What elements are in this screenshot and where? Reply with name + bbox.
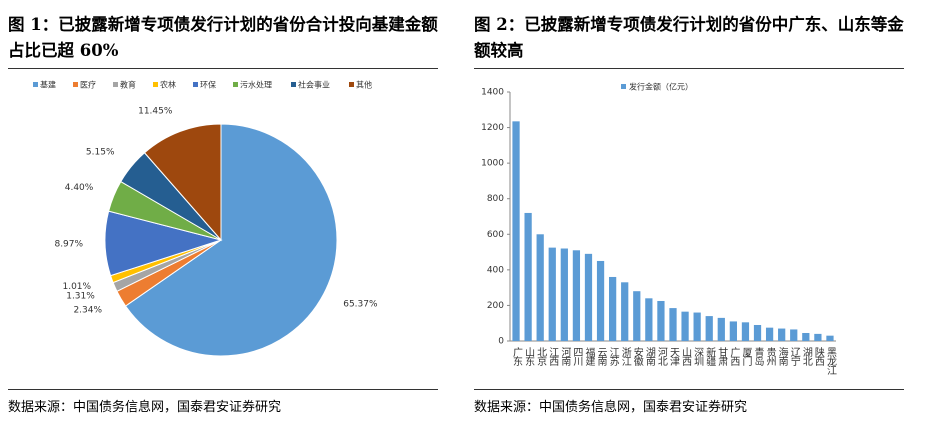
legend-swatch bbox=[73, 82, 78, 87]
bar bbox=[645, 298, 653, 341]
bar bbox=[778, 328, 786, 341]
x-tick-label: 云南 bbox=[595, 347, 607, 366]
source: 数据来源：中国债务信息网，国泰君安证券研究 bbox=[474, 389, 904, 415]
legend-label: 基建 bbox=[40, 80, 56, 90]
legend-label: 社会事业 bbox=[298, 80, 330, 90]
bar bbox=[657, 300, 665, 341]
y-tick-label: 600 bbox=[487, 230, 504, 240]
y-tick-label: 1000 bbox=[481, 159, 504, 169]
bar bbox=[524, 212, 532, 341]
bar bbox=[572, 250, 581, 341]
x-tick-label: 广西 bbox=[728, 347, 740, 366]
bar bbox=[705, 316, 713, 341]
source: 数据来源：中国债务信息网，国泰君安证券研究 bbox=[8, 389, 438, 415]
x-tick-label: 湖南 bbox=[643, 347, 655, 366]
legend-swatch bbox=[33, 82, 38, 87]
y-tick-label: 400 bbox=[487, 265, 504, 275]
data-label: 5.15% bbox=[86, 148, 115, 158]
pie-slice bbox=[143, 123, 222, 242]
x-tick-label: 陕西 bbox=[812, 346, 824, 366]
bar bbox=[548, 247, 556, 341]
bar bbox=[560, 248, 568, 341]
x-tick-label: 贵州 bbox=[764, 346, 776, 366]
legend-swatch bbox=[349, 82, 354, 87]
bar bbox=[633, 291, 641, 341]
x-tick-label: 山西 bbox=[680, 347, 692, 366]
legend-label: 环保 bbox=[200, 80, 216, 90]
bar bbox=[802, 332, 810, 341]
y-tick-label: 800 bbox=[487, 194, 504, 204]
y-tick-label: 1200 bbox=[481, 123, 504, 133]
legend-label: 医疗 bbox=[80, 80, 96, 90]
bar bbox=[584, 253, 593, 341]
x-tick-label: 厦门 bbox=[740, 347, 752, 367]
bar bbox=[790, 329, 798, 341]
bar-chart: 0200400600800100012001400发行金额（亿元）广东 山东 北京江… bbox=[481, 82, 836, 375]
data-label: 11.45% bbox=[138, 106, 173, 116]
bar bbox=[693, 312, 701, 341]
pie-chart: 基建 医疗 教育 农林 环保 污水处理 社会事业 其他 65.37% 2.34% 1.31%1.01… bbox=[33, 80, 378, 357]
bar bbox=[609, 276, 617, 341]
y-tick-label: 200 bbox=[487, 301, 504, 311]
bar bbox=[741, 322, 750, 341]
figure-title: 图 2：已披露新增专项债发行计划的省份中广东、山东等金额较高 bbox=[474, 12, 904, 69]
x-tick-label: 福建 bbox=[583, 346, 595, 366]
x-tick-label: 新疆 bbox=[704, 346, 716, 367]
x-tick-label: 北京 bbox=[535, 347, 547, 367]
bar bbox=[681, 311, 689, 341]
x-tick-label: 江西 bbox=[547, 347, 559, 366]
data-label: 8.97% bbox=[54, 240, 83, 250]
x-tick-label: 黑龙江 bbox=[824, 347, 836, 375]
data-label: 65.37% bbox=[343, 300, 378, 310]
legend-label: 污水处理 bbox=[240, 80, 272, 90]
figure-title: 图 1：已披露新增专项债发行计划的省份合计投向基建金额占比已超 60% bbox=[8, 12, 438, 69]
bar bbox=[765, 327, 774, 341]
x-tick-label: 湖北 bbox=[800, 347, 812, 366]
x-tick-label: 天津 bbox=[668, 347, 680, 367]
bar bbox=[717, 317, 725, 341]
panel-right: 图 2：已披露新增专项债发行计划的省份中广东、山东等金额较高 0 200 400 60… bbox=[466, 0, 916, 423]
x-tick-label: 河南 bbox=[559, 347, 571, 366]
x-tick-label: 四川 bbox=[571, 347, 583, 366]
data-label: 1.31% bbox=[66, 291, 95, 301]
bar bbox=[621, 282, 629, 341]
bar bbox=[753, 324, 762, 341]
y-tick-label: 0 bbox=[498, 337, 504, 347]
legend-swatch bbox=[621, 84, 626, 89]
bar bbox=[512, 121, 520, 341]
x-tick-label: 安徽 bbox=[631, 346, 643, 367]
legend-label: 发行金额（亿元） bbox=[629, 82, 693, 92]
x-tick-label: 深圳 bbox=[692, 347, 704, 366]
bar bbox=[596, 260, 605, 341]
data-label: 1.01% bbox=[62, 282, 91, 292]
x-tick-label: 浙江 bbox=[619, 347, 631, 366]
data-label: 4.40% bbox=[65, 183, 94, 193]
x-tick-label: 甘肃 bbox=[716, 346, 728, 367]
x-tick-label: 江苏 bbox=[607, 347, 619, 367]
x-tick-label: 河北 bbox=[655, 347, 667, 366]
legend-swatch bbox=[113, 82, 118, 87]
x-tick-label: 山东 bbox=[523, 347, 535, 366]
panel-left: 图 1：已披露新增专项债发行计划的省份合计投向基建金额占比已超 60% 基建 医疗… bbox=[0, 0, 450, 423]
legend-label: 其他 bbox=[356, 80, 372, 90]
x-tick-label: 青岛 bbox=[752, 346, 764, 367]
x-tick-label: 海南 bbox=[776, 346, 788, 366]
data-label: 2.34% bbox=[73, 305, 102, 315]
legend-swatch bbox=[291, 82, 296, 87]
legend-swatch bbox=[193, 82, 198, 87]
y-tick-label: 1400 bbox=[481, 88, 504, 98]
bar bbox=[814, 333, 822, 341]
bar bbox=[669, 308, 677, 341]
bar bbox=[729, 321, 737, 341]
legend-swatch bbox=[233, 82, 238, 87]
bar bbox=[826, 335, 834, 341]
bar bbox=[536, 234, 544, 341]
legend-label: 农林 bbox=[160, 80, 176, 90]
legend-label: 教育 bbox=[120, 80, 136, 90]
pie-slice bbox=[124, 123, 338, 357]
x-tick-label: 辽宁 bbox=[788, 347, 800, 366]
legend-swatch bbox=[153, 82, 158, 87]
x-tick-label: 广东 bbox=[511, 347, 523, 366]
